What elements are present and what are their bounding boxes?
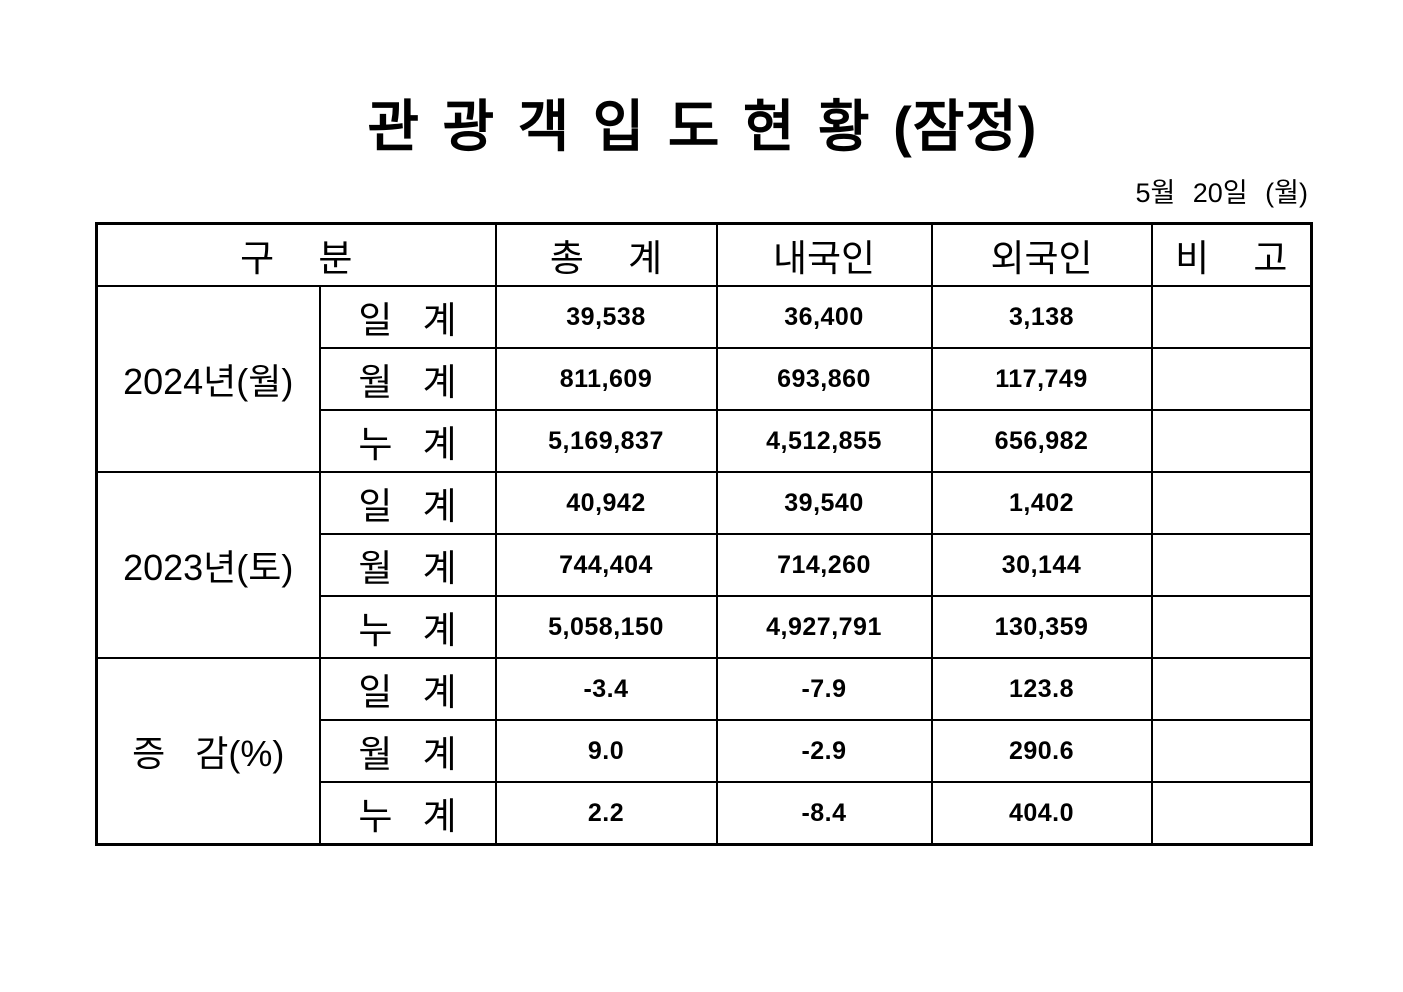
row-label-daily: 일 계 <box>318 285 497 350</box>
document-content: 관 광 객 입 도 현 황 (잠정) 5월 20일 (월) 구 분 총 계 내국… <box>95 0 1313 847</box>
col-header-category: 구 분 <box>95 222 497 288</box>
col-header-total: 총 계 <box>494 222 718 288</box>
cell-note <box>1150 719 1313 784</box>
cell-total: 5,058,150 <box>494 595 718 660</box>
tourist-arrival-table: 구 분 총 계 내국인 외국인 비 고 2024년(월) 일 계 39,538 … <box>95 222 1313 847</box>
report-date: 5월 20일 (월) <box>1135 178 1308 209</box>
cell-foreign: 404.0 <box>930 781 1153 846</box>
cell-domestic: 714,260 <box>715 533 933 598</box>
cell-note <box>1150 533 1313 598</box>
cell-total: -3.4 <box>494 657 718 722</box>
table-row: 월 계 744,404 714,260 30,144 <box>97 533 1313 598</box>
cell-domestic: 4,927,791 <box>715 595 933 660</box>
header-row: 구 분 총 계 내국인 외국인 비 고 <box>95 222 1313 288</box>
table-row: 누 계 2.2 -8.4 404.0 <box>97 781 1313 846</box>
row-label-cumulative: 누 계 <box>318 595 497 660</box>
cell-domestic: -8.4 <box>715 781 933 846</box>
cell-total: 40,942 <box>494 471 718 536</box>
cell-total: 5,169,837 <box>494 409 718 474</box>
table-row: 누 계 5,058,150 4,927,791 130,359 <box>97 595 1313 660</box>
cell-domestic: 39,540 <box>715 471 933 536</box>
cell-total: 811,609 <box>494 347 718 412</box>
row-label-monthly: 월 계 <box>318 533 497 598</box>
group-label-2024: 2024년(월) <box>95 285 321 474</box>
table-row: 누 계 5,169,837 4,512,855 656,982 <box>97 409 1313 474</box>
cell-total: 9.0 <box>494 719 718 784</box>
row-label-monthly: 월 계 <box>318 719 497 784</box>
cell-note <box>1150 657 1313 722</box>
row-label-cumulative: 누 계 <box>318 781 497 846</box>
cell-domestic: -7.9 <box>715 657 933 722</box>
table-row: 2024년(월) 일 계 39,538 36,400 3,138 <box>95 285 1313 474</box>
cell-foreign: 30,144 <box>930 533 1153 598</box>
row-label-daily: 일 계 <box>318 657 497 722</box>
col-header-domestic: 내국인 <box>715 222 933 288</box>
cell-total: 2.2 <box>494 781 718 846</box>
group-label-change-pct: 증 감(%) <box>95 657 321 846</box>
table-row: 월 계 811,609 693,860 117,749 <box>97 347 1313 412</box>
col-header-foreign: 외국인 <box>930 222 1153 288</box>
cell-domestic: 36,400 <box>715 285 933 350</box>
cell-domestic: 4,512,855 <box>715 409 933 474</box>
row-label-monthly: 월 계 <box>318 347 497 412</box>
cell-note <box>1150 409 1313 474</box>
cell-foreign: 130,359 <box>930 595 1153 660</box>
cell-note <box>1150 471 1313 536</box>
cell-foreign: 117,749 <box>930 347 1153 412</box>
col-header-note: 비 고 <box>1150 222 1313 288</box>
cell-foreign: 656,982 <box>930 409 1153 474</box>
cell-total: 39,538 <box>494 285 718 350</box>
document-title: 관 광 객 입 도 현 황 (잠정) <box>367 95 1038 158</box>
cell-foreign: 1,402 <box>930 471 1153 536</box>
cell-note <box>1150 347 1313 412</box>
row-label-daily: 일 계 <box>318 471 497 536</box>
cell-note <box>1150 595 1313 660</box>
cell-total: 744,404 <box>494 533 718 598</box>
table-row: 증 감(%) 일 계 -3.4 -7.9 123.8 <box>95 657 1313 846</box>
cell-domestic: 693,860 <box>715 347 933 412</box>
cell-foreign: 290.6 <box>930 719 1153 784</box>
cell-note <box>1150 781 1313 846</box>
cell-foreign: 123.8 <box>930 657 1153 722</box>
cell-note <box>1150 285 1313 350</box>
cell-foreign: 3,138 <box>930 285 1153 350</box>
row-label-cumulative: 누 계 <box>318 409 497 474</box>
group-label-2023: 2023년(토) <box>95 471 321 660</box>
cell-domestic: -2.9 <box>715 719 933 784</box>
table-row: 2023년(토) 일 계 40,942 39,540 1,402 <box>95 471 1313 660</box>
table-row: 월 계 9.0 -2.9 290.6 <box>97 719 1313 784</box>
